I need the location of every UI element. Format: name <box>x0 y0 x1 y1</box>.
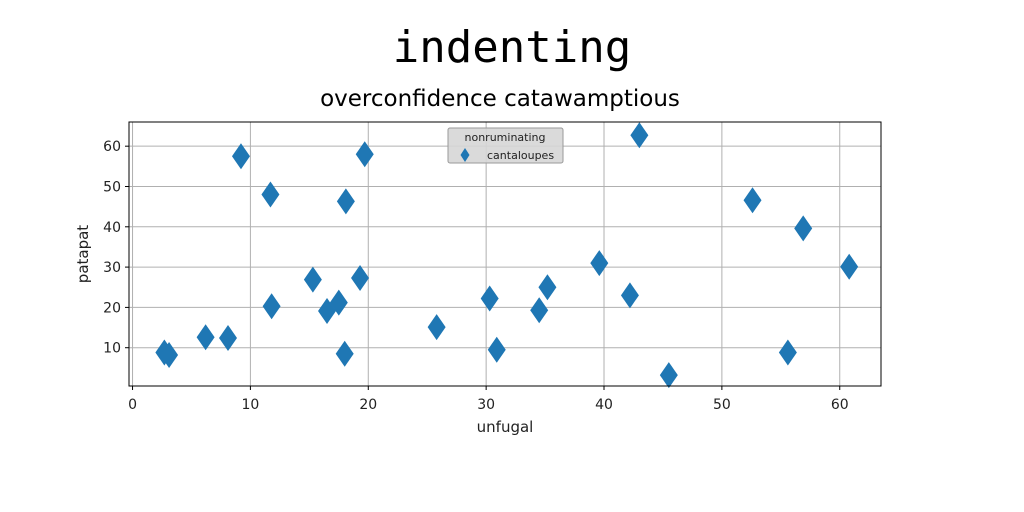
data-point <box>355 141 374 168</box>
x-tick-label: 50 <box>713 397 731 413</box>
x-tick-label: 30 <box>477 397 495 413</box>
data-point <box>743 187 762 214</box>
data-point <box>778 339 797 366</box>
x-axis-label: unfugal <box>477 418 534 436</box>
data-point <box>427 314 446 341</box>
data-point <box>659 362 678 389</box>
legend-box <box>447 127 564 164</box>
data-point <box>840 253 859 280</box>
data-point <box>336 188 355 215</box>
legend-marker-icon <box>460 148 470 162</box>
data-point <box>538 274 557 301</box>
x-tick-label: 40 <box>595 397 613 413</box>
x-tick-label: 10 <box>241 397 259 413</box>
y-tick-label: 60 <box>103 139 121 155</box>
data-point <box>335 340 354 367</box>
data-point <box>329 289 348 316</box>
ticks: 0 10 20 30 40 50 60 10 20 30 40 50 60 <box>103 139 848 413</box>
data-point <box>794 215 813 242</box>
data-point <box>530 297 549 324</box>
data-point <box>196 324 215 351</box>
data-point <box>303 266 322 293</box>
data-point <box>351 264 370 291</box>
y-axis-label: patapat <box>74 225 92 284</box>
legend-label: cantaloupes <box>487 149 554 162</box>
data-points <box>155 122 859 389</box>
y-tick-label: 40 <box>103 220 121 236</box>
data-point <box>487 336 506 363</box>
data-point <box>630 122 649 149</box>
x-tick-label: 60 <box>831 397 849 413</box>
data-point <box>160 341 179 368</box>
y-tick-label: 30 <box>103 260 121 276</box>
y-tick-label: 20 <box>103 300 121 316</box>
data-point <box>480 285 499 312</box>
data-point <box>231 143 250 170</box>
data-point <box>590 250 609 277</box>
data-point <box>262 293 281 320</box>
grid <box>129 122 881 386</box>
x-tick-label: 0 <box>128 397 137 413</box>
data-point <box>261 181 280 208</box>
chart-subtitle: overconfidence catawamptious <box>320 86 680 112</box>
legend: nonruminating cantaloupes <box>447 127 564 164</box>
x-tick-label: 20 <box>359 397 377 413</box>
data-point <box>219 325 238 352</box>
y-tick-label: 50 <box>103 179 121 195</box>
y-tick-label: 10 <box>103 341 121 357</box>
chart-title: indenting <box>392 22 632 73</box>
legend-title: nonruminating <box>465 131 546 144</box>
data-point <box>620 282 639 309</box>
plot-frame <box>128 121 882 387</box>
